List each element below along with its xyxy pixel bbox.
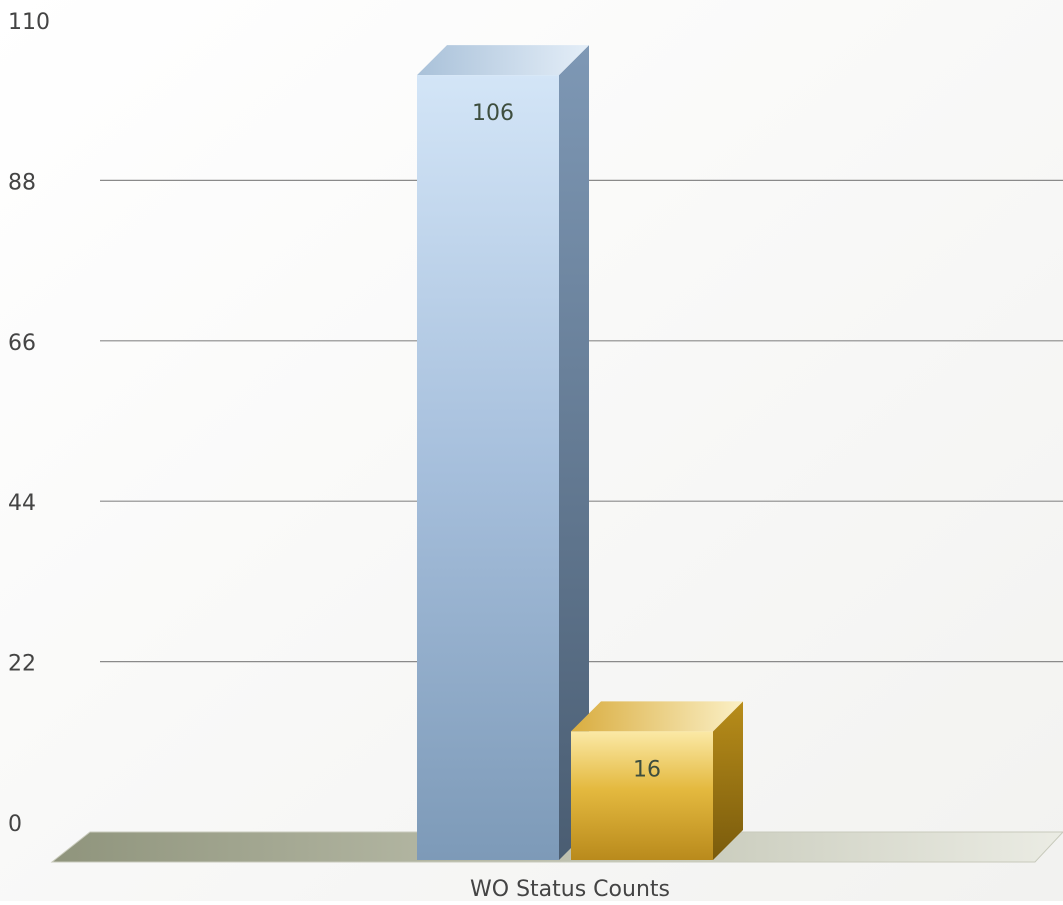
x-category-label: WO Status Counts bbox=[470, 877, 670, 901]
y-axis-ticks: 0 22 44 66 88 110 bbox=[8, 10, 50, 837]
y-tick-label-44: 44 bbox=[8, 491, 36, 516]
y-tick-label-66: 66 bbox=[8, 331, 36, 356]
data-labels: 106 16 bbox=[472, 101, 661, 782]
bars bbox=[417, 45, 743, 860]
bar-0 bbox=[417, 45, 589, 860]
bar-1-front bbox=[571, 731, 713, 860]
y-tick-label-110: 110 bbox=[8, 10, 50, 35]
bar-1 bbox=[571, 701, 743, 860]
bar-0-side bbox=[559, 45, 589, 860]
y-tick-label-88: 88 bbox=[8, 170, 36, 195]
bar-0-top bbox=[417, 45, 589, 76]
bar-0-front bbox=[417, 75, 559, 860]
data-label-1: 16 bbox=[633, 757, 661, 782]
data-label-0: 106 bbox=[472, 101, 514, 126]
y-tick-label-0: 0 bbox=[8, 812, 22, 837]
bar-1-top bbox=[571, 701, 743, 732]
y-tick-label-22: 22 bbox=[8, 652, 36, 677]
bar-1-side bbox=[713, 701, 743, 860]
